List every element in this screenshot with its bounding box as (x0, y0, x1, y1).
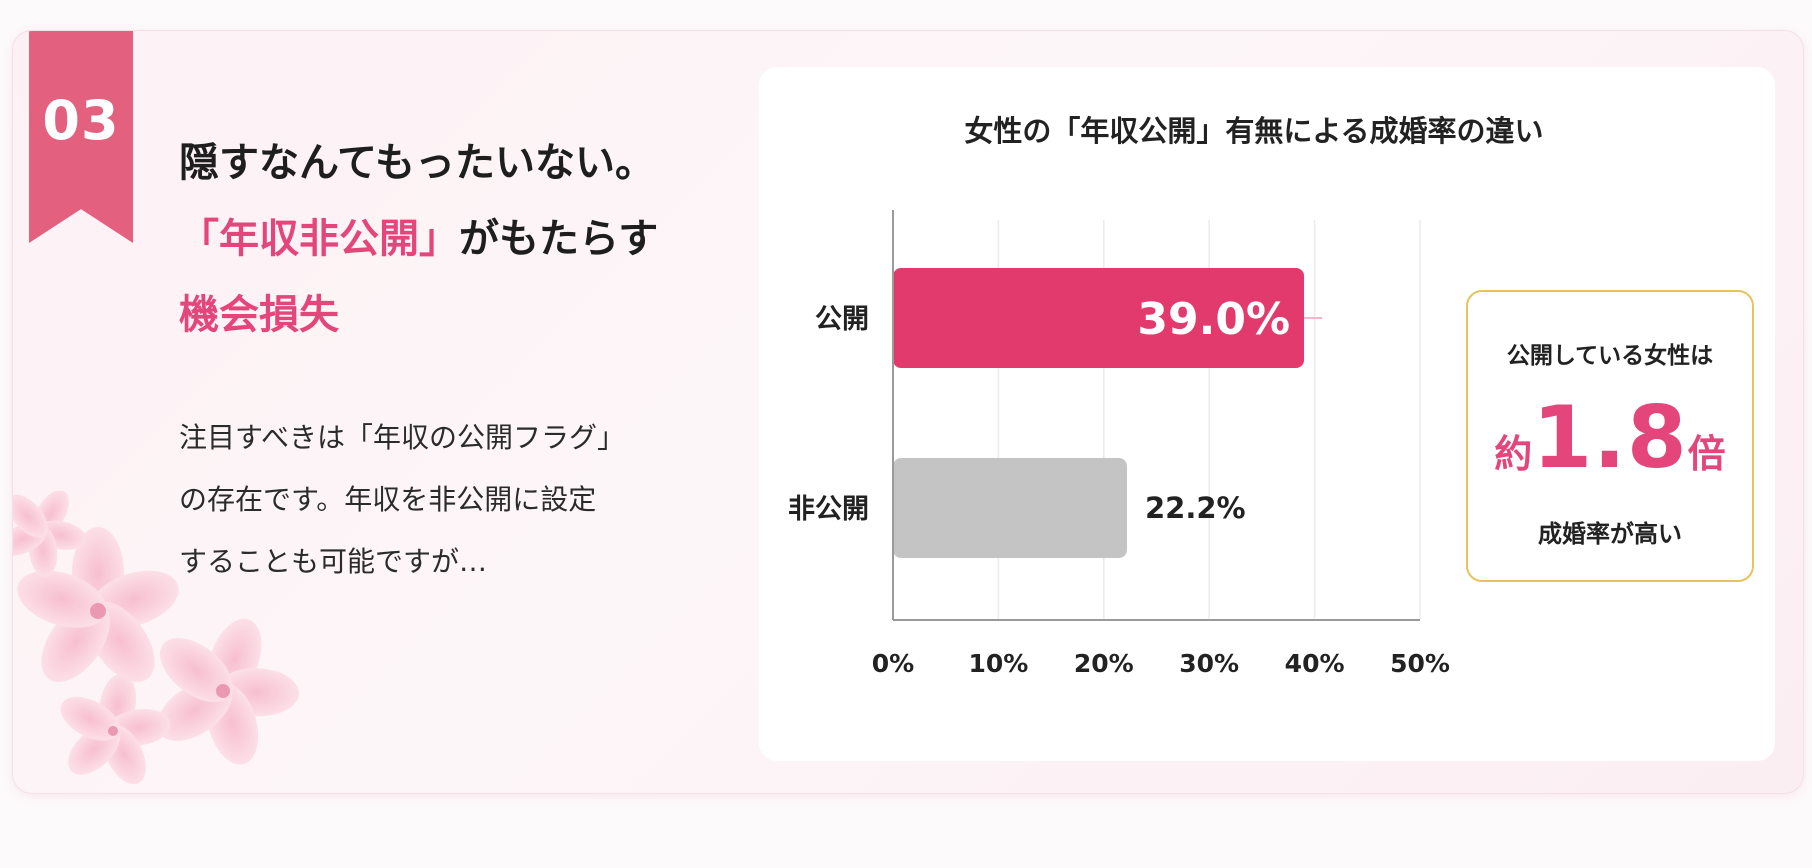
bar-1 (893, 458, 1127, 558)
data-label: 22.2% (1145, 491, 1246, 525)
x-tick-label: 50% (1390, 649, 1450, 678)
body-line-3: することも可能ですが… (179, 545, 488, 578)
headline-line-2: 「年収非公開」がもたらす (179, 201, 739, 277)
headline: 隠すなんてもったいない。 「年収非公開」がもたらす 機会損失 (179, 125, 739, 353)
cherry-blossom-decoration (13, 491, 299, 785)
chart-title: 女性の「年収公開」有無による成婚率の違い (964, 114, 1544, 148)
x-tick-label: 10% (968, 649, 1028, 678)
category-label: 非公開 (788, 494, 869, 525)
x-tick-label: 40% (1285, 649, 1345, 678)
headline-highlight: 「年収非公開」 (179, 216, 459, 262)
callout-line-3: 成婚率が高い (1538, 520, 1682, 548)
data-label: 39.0% (1137, 294, 1290, 345)
x-tick-label: 0% (872, 649, 914, 678)
callout-prefix: 約 (1494, 432, 1533, 476)
body-line-2: の存在です。年収を非公開に設定 (179, 483, 597, 516)
section-number: 03 (42, 89, 120, 152)
body-text: 注目すべきは「年収の公開フラグ」 の存在です。年収を非公開に設定 することも可能… (179, 407, 719, 593)
bar-chart: 公開 39.0% 非公開 22.2% 0% 10% 20% 30% 40% 50% (788, 210, 1450, 678)
headline-line-1: 隠すなんてもったいない。 (179, 140, 655, 186)
callout-ratio: 約1.8倍 (1468, 388, 1752, 488)
body-line-1: 注目すべきは「年収の公開フラグ」 (179, 421, 626, 454)
section-number-ribbon: 03 (29, 31, 133, 243)
bar-0 (893, 268, 1305, 368)
callout-box: 公開している女性は 約1.8倍 成婚率が高い (1466, 290, 1754, 582)
category-label: 公開 (815, 304, 869, 335)
callout-suffix: 倍 (1687, 432, 1726, 476)
callout-line-1: 公開している女性は (1506, 343, 1714, 369)
callout-value: 1.8 (1532, 388, 1688, 488)
headline-line-2-rest: がもたらす (459, 216, 659, 262)
x-tick-label: 20% (1074, 649, 1134, 678)
headline-line-3: 機会損失 (179, 292, 339, 338)
x-tick-label: 30% (1179, 649, 1239, 678)
